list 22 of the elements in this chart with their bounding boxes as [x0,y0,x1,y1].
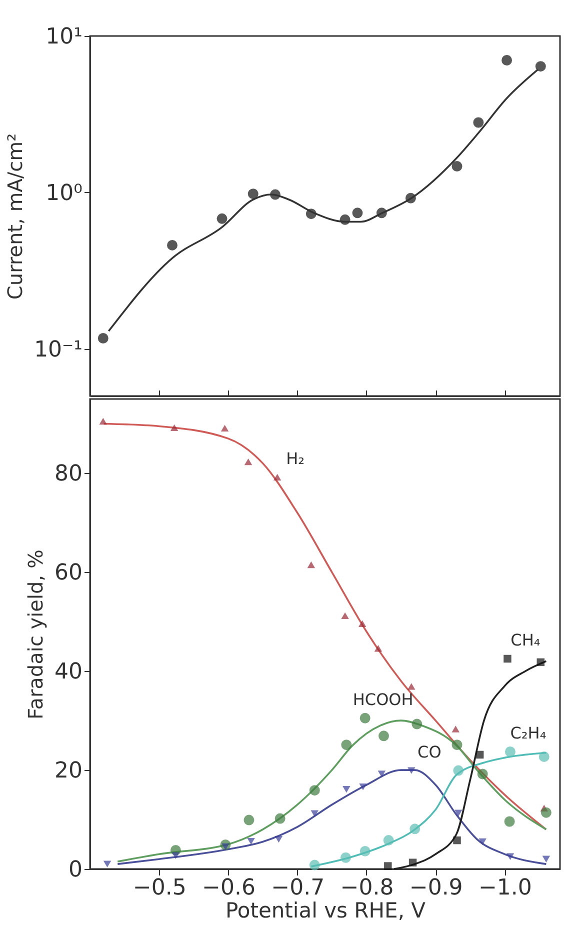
y-tick-label: 10⁻¹ [34,337,82,362]
y-tick-label: 10¹ [46,24,82,50]
annotation: CH₄ [510,630,540,650]
y-tick-label: 80 [54,462,82,487]
y-tick-label: 60 [54,560,82,586]
x-tick-label: −0.7 [271,876,325,900]
y-tick-label: 40 [54,660,82,685]
y-tick-label: 10⁰ [46,180,83,206]
x-tick-label: −0.5 [132,876,186,900]
annotation: CO [418,742,442,762]
y-axis-title: Faradaic yield, % [24,550,48,720]
y-axis-title: Current, mA/cm² [3,133,28,300]
annotation: HCOOH [352,690,414,710]
x-axis-title: Potential vs RHE, V [225,898,426,922]
y-tick-label: 0 [68,858,82,882]
annotation: C₂H₄ [510,724,546,743]
x-tick-label: −0.9 [409,876,463,900]
x-tick-label: −0.6 [202,876,256,900]
x-tick-label: −1.0 [478,876,532,900]
x-tick-label: −0.8 [340,876,394,900]
annotation: H₂ [286,449,305,468]
y-tick-label: 20 [54,758,82,784]
